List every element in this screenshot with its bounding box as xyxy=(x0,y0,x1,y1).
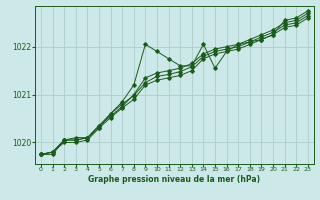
X-axis label: Graphe pression niveau de la mer (hPa): Graphe pression niveau de la mer (hPa) xyxy=(88,175,260,184)
